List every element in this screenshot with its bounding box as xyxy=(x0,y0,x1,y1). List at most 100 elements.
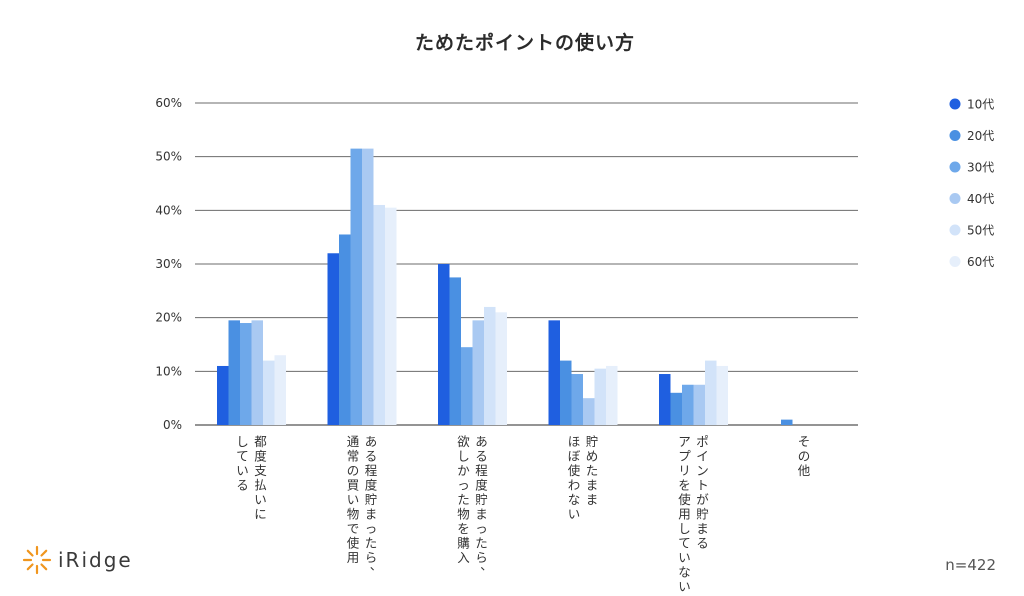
svg-text:買: 買 xyxy=(347,478,360,493)
svg-text:わ: わ xyxy=(568,478,581,493)
bar-50代-1 xyxy=(373,204,385,425)
svg-text:た: た xyxy=(475,536,488,551)
svg-text:し: し xyxy=(457,449,470,464)
bar-30代-1 xyxy=(350,148,362,425)
sunburst-icon xyxy=(22,545,52,575)
legend-label: 30代 xyxy=(967,161,994,175)
bar-30代-3 xyxy=(571,374,583,425)
bar-40代-1 xyxy=(362,148,374,425)
gridlines xyxy=(195,102,858,426)
svg-text:に: に xyxy=(254,507,267,522)
svg-text:っ: っ xyxy=(475,521,488,536)
logo-text: iRidge xyxy=(58,548,133,572)
svg-text:ほ: ほ xyxy=(568,434,581,449)
legend-marker xyxy=(949,224,961,236)
svg-text:欲: 欲 xyxy=(457,434,470,449)
bar-60代-2 xyxy=(495,312,507,425)
legend-label: 10代 xyxy=(967,98,994,112)
bar-10代-0 xyxy=(217,365,229,425)
svg-text:支: 支 xyxy=(254,463,267,478)
bar-20代-3 xyxy=(560,360,572,425)
svg-text:購: 購 xyxy=(457,536,470,551)
svg-text:な: な xyxy=(678,565,691,580)
svg-text:ポ: ポ xyxy=(696,434,709,449)
svg-text:の: の xyxy=(798,449,811,464)
svg-text:め: め xyxy=(586,449,599,464)
bars xyxy=(217,148,793,425)
svg-text:た: た xyxy=(457,492,470,507)
category-label: その他 xyxy=(798,434,811,478)
legend-marker xyxy=(949,161,961,173)
svg-text:る: る xyxy=(365,449,378,464)
legend-marker xyxy=(949,98,961,110)
svg-text:程: 程 xyxy=(365,463,378,478)
legend: 10代 20代 30代 40代 50代 60代 xyxy=(949,98,994,269)
svg-text:る: る xyxy=(475,449,488,464)
bar-20代-1 xyxy=(339,234,351,425)
svg-text:の: の xyxy=(347,463,360,478)
bar-20代-5 xyxy=(781,419,793,425)
svg-text:て: て xyxy=(236,449,249,464)
svg-text:い: い xyxy=(236,463,249,478)
bar-30代-4 xyxy=(682,384,694,425)
svg-text:通: 通 xyxy=(347,434,360,449)
svg-text:度: 度 xyxy=(475,478,488,493)
bar-30代-2 xyxy=(461,347,473,425)
svg-text:を: を xyxy=(678,478,691,493)
svg-text:ま: ま xyxy=(696,521,709,536)
bar-60代-3 xyxy=(606,365,618,425)
iridge-logo: iRidge xyxy=(22,544,133,576)
bar-20代-4 xyxy=(670,392,682,425)
legend-label: 40代 xyxy=(967,192,994,206)
legend-label: 20代 xyxy=(967,129,994,143)
legend-marker xyxy=(949,256,961,267)
svg-text:ト: ト xyxy=(696,478,709,493)
svg-text:で: で xyxy=(347,521,360,536)
svg-text:物: 物 xyxy=(347,507,360,522)
svg-text:ま: ま xyxy=(475,507,488,522)
svg-text:ら: ら xyxy=(475,550,488,565)
svg-text:払: 払 xyxy=(254,478,267,493)
y-axis-labels: 0% 10% 20% 30% 40% 50% 60% xyxy=(155,96,182,432)
svg-text:常: 常 xyxy=(347,449,360,464)
legend-label: 60代 xyxy=(967,255,994,269)
bar-50代-3 xyxy=(594,368,606,425)
svg-text:な: な xyxy=(568,492,581,507)
svg-text:、: 、 xyxy=(370,558,383,573)
svg-text:て: て xyxy=(678,536,691,551)
y-tick-label: 30% xyxy=(155,257,182,271)
svg-text:い: い xyxy=(678,550,691,565)
svg-text:を: を xyxy=(457,521,470,536)
bar-10代-2 xyxy=(438,264,450,425)
svg-text:用: 用 xyxy=(678,507,691,522)
bar-40代-4 xyxy=(693,384,705,425)
chart-title: ためたポイントの使い方 xyxy=(414,32,635,54)
bar-40代-2 xyxy=(472,320,484,425)
svg-text:あ: あ xyxy=(475,434,488,449)
bar-60代-0 xyxy=(274,355,286,425)
svg-text:た: た xyxy=(586,463,599,478)
svg-text:貯: 貯 xyxy=(696,507,709,522)
svg-text:い: い xyxy=(568,507,581,522)
svg-text:物: 物 xyxy=(457,507,470,522)
svg-text:ン: ン xyxy=(696,463,709,478)
svg-text:し: し xyxy=(678,521,691,536)
bar-40代-3 xyxy=(583,398,595,425)
svg-text:ら: ら xyxy=(365,550,378,565)
svg-text:っ: っ xyxy=(365,521,378,536)
bar-10代-4 xyxy=(659,374,671,425)
bar-10代-3 xyxy=(548,320,560,425)
svg-text:ま: ま xyxy=(365,507,378,522)
legend-marker xyxy=(949,193,961,204)
svg-text:た: た xyxy=(365,536,378,551)
svg-text:か: か xyxy=(457,463,470,478)
svg-text:い: い xyxy=(254,492,267,507)
bar-40代-0 xyxy=(251,320,263,425)
